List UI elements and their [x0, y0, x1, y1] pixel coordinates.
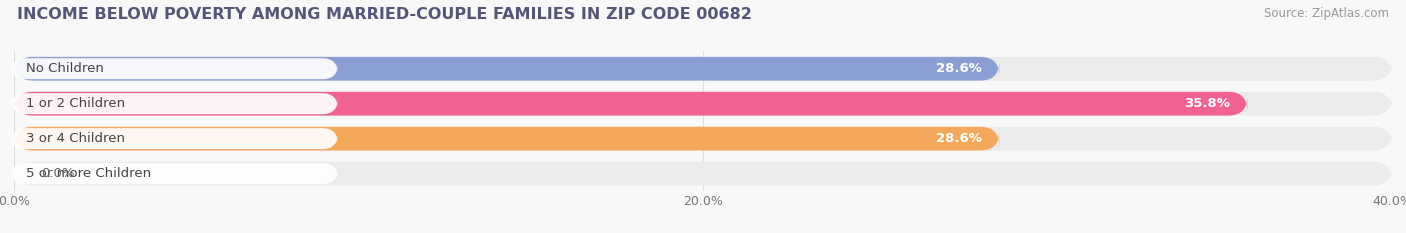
- FancyBboxPatch shape: [14, 57, 1392, 81]
- Text: 35.8%: 35.8%: [1184, 97, 1230, 110]
- FancyBboxPatch shape: [11, 128, 337, 149]
- FancyBboxPatch shape: [14, 162, 1392, 185]
- FancyBboxPatch shape: [11, 93, 337, 114]
- Text: 28.6%: 28.6%: [936, 132, 981, 145]
- FancyBboxPatch shape: [11, 163, 337, 184]
- FancyBboxPatch shape: [14, 127, 1000, 151]
- Text: 1 or 2 Children: 1 or 2 Children: [27, 97, 125, 110]
- Text: 3 or 4 Children: 3 or 4 Children: [27, 132, 125, 145]
- FancyBboxPatch shape: [14, 127, 1392, 151]
- FancyBboxPatch shape: [14, 92, 1392, 116]
- Text: No Children: No Children: [27, 62, 104, 75]
- Text: INCOME BELOW POVERTY AMONG MARRIED-COUPLE FAMILIES IN ZIP CODE 00682: INCOME BELOW POVERTY AMONG MARRIED-COUPL…: [17, 7, 752, 22]
- FancyBboxPatch shape: [14, 57, 1000, 81]
- Text: 28.6%: 28.6%: [936, 62, 981, 75]
- FancyBboxPatch shape: [11, 58, 337, 79]
- FancyBboxPatch shape: [14, 92, 1247, 116]
- Text: 0.0%: 0.0%: [42, 167, 75, 180]
- Text: Source: ZipAtlas.com: Source: ZipAtlas.com: [1264, 7, 1389, 20]
- Text: 5 or more Children: 5 or more Children: [27, 167, 152, 180]
